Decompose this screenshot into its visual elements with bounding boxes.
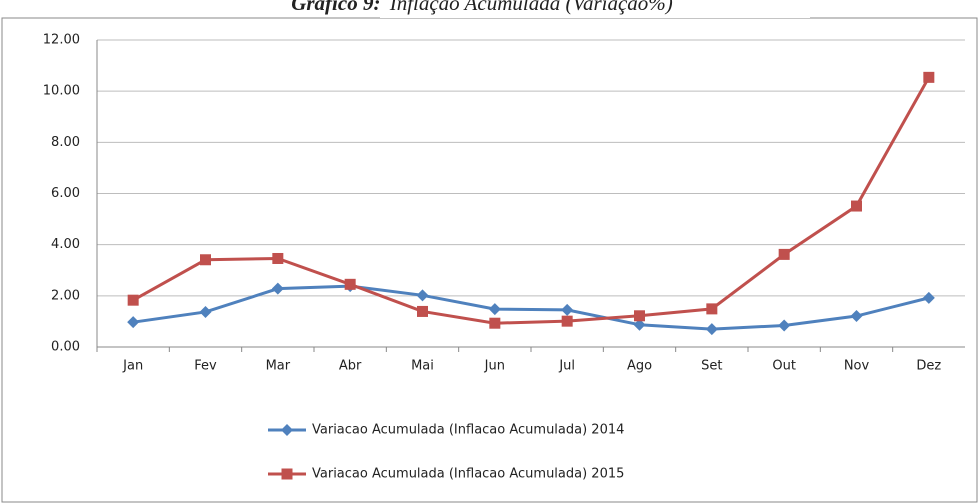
marker (344, 278, 356, 290)
y-tick-label: 10.00 (43, 84, 80, 99)
marker (778, 319, 791, 332)
x-tick-label: Ago (627, 359, 652, 374)
x-tick-label: Fev (194, 359, 217, 374)
marker (561, 315, 573, 327)
marker (272, 252, 284, 264)
marker (127, 316, 140, 329)
x-tick-label: Jan (122, 359, 143, 374)
x-tick-label: Nov (844, 359, 870, 374)
title-background (380, 0, 810, 18)
x-tick-label: Dez (916, 359, 941, 374)
y-tick-label: 6.00 (51, 186, 80, 201)
x-tick-label: Jul (558, 359, 575, 374)
marker (633, 318, 646, 331)
marker (922, 291, 935, 304)
legend-label: Variacao Acumulada (Inflacao Acumulada) … (312, 467, 624, 482)
x-tick-label: Mar (266, 359, 291, 374)
y-tick-label: 2.00 (51, 288, 80, 303)
marker (561, 303, 574, 316)
x-tick-label: Out (772, 359, 796, 374)
marker (705, 323, 718, 336)
marker (416, 289, 429, 302)
x-tick-label: Abr (339, 359, 362, 374)
x-tick-label: Set (701, 359, 722, 374)
marker (706, 303, 718, 315)
y-tick-label: 12.00 (43, 33, 80, 48)
marker (281, 424, 293, 436)
marker (851, 200, 862, 212)
series-line (132, 76, 931, 325)
x-tick-label: Jun (484, 359, 505, 374)
title-text: Inflação Acumulada (Variação%) (389, 0, 673, 15)
marker (127, 294, 139, 306)
legend-label: Variacao Acumulada (Inflacao Acumulada) … (312, 423, 624, 438)
marker (199, 305, 212, 318)
marker (488, 303, 501, 316)
x-tick-label: Mai (411, 359, 434, 374)
chart-title: Gráfico 9: Inflação Acumulada (Variação%… (291, 0, 673, 15)
marker (778, 248, 790, 260)
series-line (132, 284, 930, 331)
marker (634, 310, 645, 322)
y-tick-label: 4.00 (51, 237, 80, 252)
marker (489, 317, 501, 329)
y-tick-label: 8.00 (51, 135, 80, 150)
marker (923, 71, 935, 83)
y-tick-label: 0.00 (51, 340, 80, 355)
title-label: Gráfico 9: (291, 0, 380, 15)
marker (850, 310, 863, 323)
marker (281, 468, 293, 480)
marker (200, 254, 211, 266)
marker (271, 282, 284, 295)
marker (417, 305, 428, 317)
